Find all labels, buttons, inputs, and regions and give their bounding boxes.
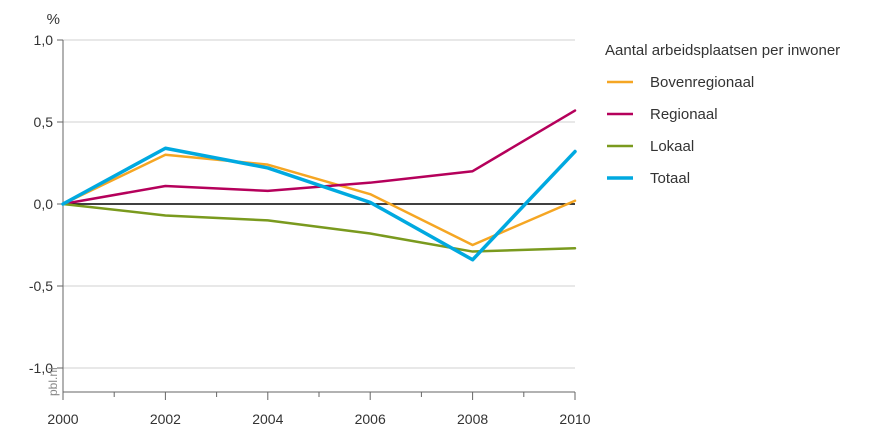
legend-label: Totaal	[650, 170, 690, 187]
legend-title: Aantal arbeidsplaatsen per inwoner	[605, 42, 840, 59]
y-tick-label: 0,0	[34, 196, 54, 212]
legend-label: Regionaal	[650, 106, 718, 123]
x-tick-label: 2004	[252, 411, 283, 427]
x-tick-label: 2010	[559, 411, 590, 427]
y-tick-label: -1,0	[29, 360, 53, 376]
x-tick-label: 2000	[47, 411, 78, 427]
y-tick-label: -0,5	[29, 278, 53, 294]
y-axis-unit-label: %	[47, 11, 60, 28]
series-line-totaal	[61, 146, 577, 262]
legend-label: Lokaal	[650, 138, 694, 155]
legend: Aantal arbeidsplaatsen per inwoner Bovenr…	[605, 42, 840, 187]
series-line-regionaal	[61, 109, 577, 206]
x-tick-label: 2008	[457, 411, 488, 427]
grid-lines	[63, 39, 575, 369]
y-tick-label: 0,5	[34, 114, 54, 130]
axes: -1,0 -0,5 0,0 0,5 1,0% pbl.nl 2000 2002 2004 2006…	[29, 11, 591, 427]
x-tick-label: 2002	[150, 411, 181, 427]
series-line-lokaal	[61, 202, 577, 253]
series-line-bovenregionaal	[61, 153, 577, 247]
y-tick-label: 1,0	[34, 32, 54, 48]
watermark-text: pbl.nl	[46, 367, 60, 396]
series-lines	[61, 109, 577, 262]
legend-label: Bovenregionaal	[650, 74, 754, 91]
x-tick-label: 2006	[355, 411, 386, 427]
